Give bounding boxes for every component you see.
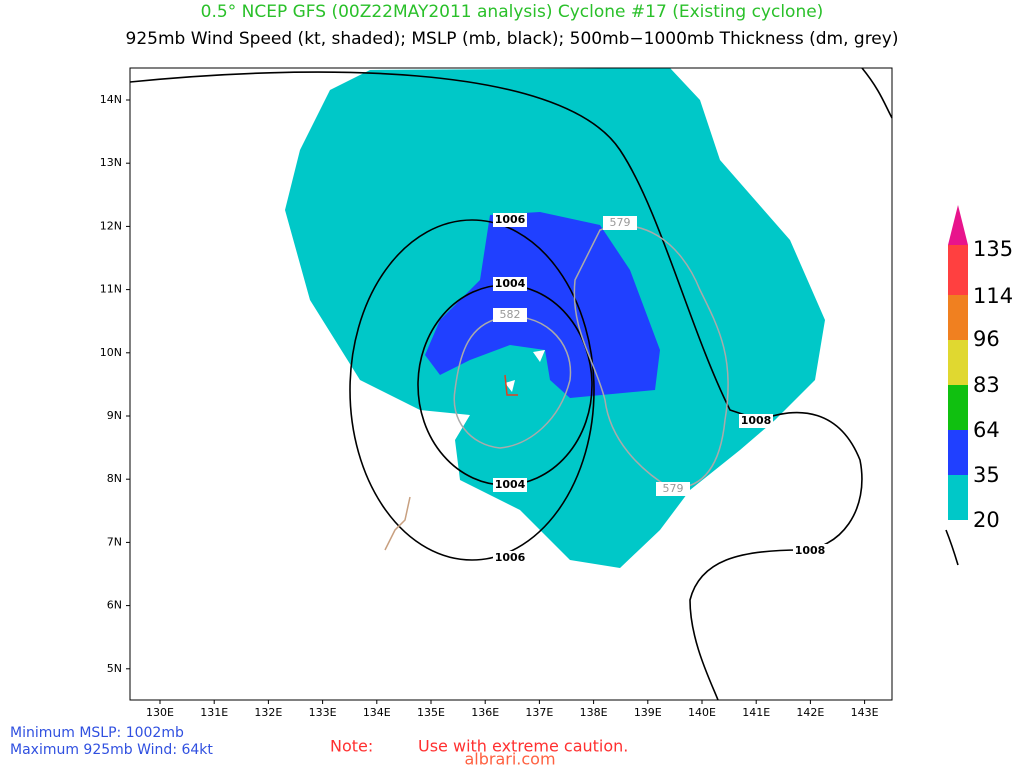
lon-label: 141E [742,706,770,719]
watermark: albrari.com [464,750,555,768]
lon-label: 133E [309,706,337,719]
colorbar-label: 35 [973,463,1000,487]
contour-label-bg [603,216,637,230]
mslp-contours [129,67,959,701]
lon-label: 131E [200,706,228,719]
calm-spot [505,350,545,392]
contour-label-bg [493,308,527,322]
colorbar [948,205,968,520]
colorbar-label: 83 [973,373,1000,397]
lat-label: 6N [107,599,122,612]
lat-label: 7N [107,535,122,548]
contour-label: 1006 [495,551,526,564]
contour-label: 1006 [495,213,526,226]
lat-label: 8N [107,472,122,485]
lon-label: 143E [851,706,879,719]
lat-label: 12N [100,219,122,232]
subtitle: 925mb Wind Speed (kt, shaded); MSLP (mb,… [126,29,899,49]
lat-label: 11N [100,283,122,296]
title: 0.5° NCEP GFS (00Z22MAY2011 analysis) Cy… [201,2,824,22]
contour-label: 1004 [495,478,526,491]
contour-label-bg [493,277,527,291]
lon-label: 142E [796,706,824,719]
min-mslp: Minimum MSLP: 1002mb [10,725,184,741]
wind-35kt-region [425,212,660,398]
colorbar-bin [948,295,968,340]
contour-label: 579 [663,482,684,495]
lon-label: 135E [417,706,445,719]
colorbar-bin [948,475,968,520]
colorbar-label: 96 [973,327,1000,351]
lat-label: 10N [100,346,122,359]
contour-label-bg [656,482,690,496]
contour-label-bg [739,414,773,428]
lon-label: 138E [580,706,608,719]
colorbar-label: 20 [973,508,1000,532]
contour-label-bg [493,551,527,565]
contour-label-bg [793,544,827,558]
map-area [129,67,959,701]
colorbar-arrow [948,205,968,245]
wind-barb [504,374,518,396]
lon-label: 137E [525,706,553,719]
colorbar-bin [948,385,968,430]
map-frame [129,67,893,701]
caution: Use with extreme caution. [418,737,628,756]
colorbar-bin [948,340,968,385]
contour-label-bg [493,478,527,492]
lat-label: 13N [100,156,122,169]
lon-label: 140E [688,706,716,719]
lat-label: 14N [100,93,122,106]
lon-label: 134E [363,706,391,719]
colorbar-bin [948,430,968,475]
colorbar-label: 135 [973,237,1013,261]
thickness-contours [453,225,729,489]
island [384,496,411,551]
lon-label: 130E [146,706,174,719]
contour-label: 1004 [495,277,526,290]
contour-label-bg [493,213,527,227]
contour-label: 1008 [741,414,772,427]
lon-label: 132E [254,706,282,719]
lat-label: 9N [107,409,122,422]
colorbar-label: 64 [973,418,1000,442]
contour-label: 1008 [795,544,826,557]
lat-label: 5N [107,662,122,675]
max-wind: Maximum 925mb Wind: 64kt [10,742,213,758]
contour-label: 579 [610,216,631,229]
contour-label: 582 [500,308,521,321]
lon-label: 136E [471,706,499,719]
colorbar-bin [948,245,968,295]
note: Note: [330,737,373,756]
lon-label: 139E [634,706,662,719]
colorbar-label: 114 [973,284,1013,308]
